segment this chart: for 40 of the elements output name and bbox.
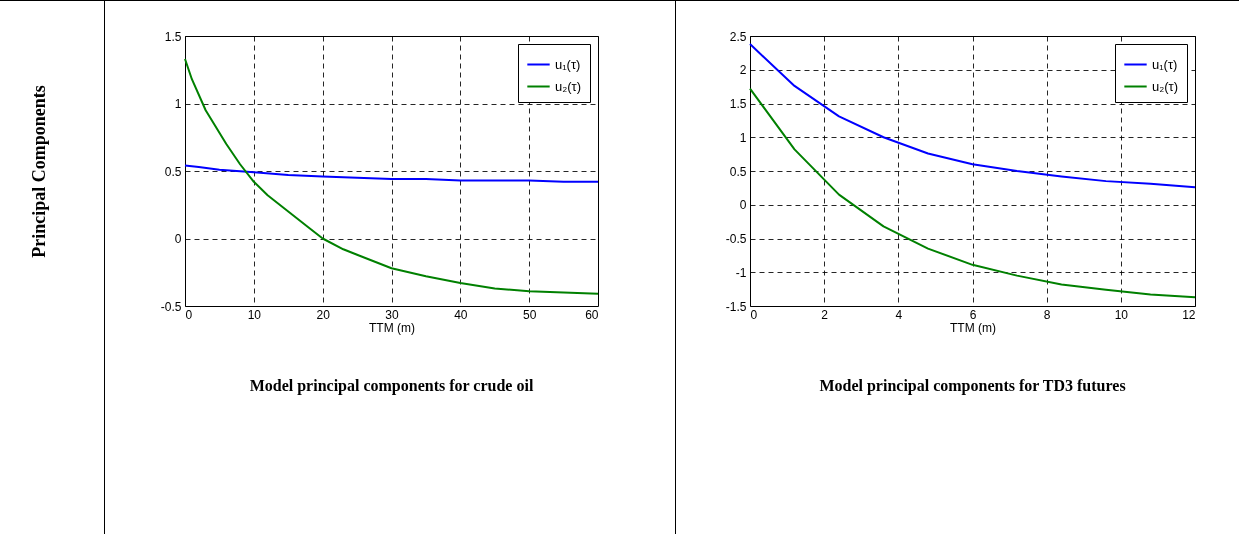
y-tick-label: 0 bbox=[739, 198, 747, 213]
y-tick-label: 1.5 bbox=[729, 97, 747, 111]
x-tick-label: 20 bbox=[316, 307, 331, 322]
y-tick-label: -0.5 bbox=[160, 299, 182, 314]
y-tick-label: 2.5 bbox=[729, 29, 747, 44]
x-tick-label: 60 bbox=[585, 307, 599, 322]
text: Model principal components for TD3 futures bbox=[819, 377, 1126, 395]
x-tick-label: 50 bbox=[522, 307, 537, 322]
x-tick-label: 6 bbox=[969, 307, 977, 322]
x-tick-label: 0 bbox=[750, 307, 758, 322]
y-axis-title: Principal Components bbox=[28, 85, 49, 258]
text: Model principal components for crude oil bbox=[249, 377, 534, 395]
x-tick-label: 30 bbox=[385, 307, 399, 322]
y-tick-label: -0.5 bbox=[725, 232, 747, 246]
x-tick-label: 4 bbox=[895, 307, 903, 322]
x-tick-label: 10 bbox=[247, 307, 262, 322]
y-tick-label: -1 bbox=[735, 265, 747, 280]
legend-label: u₁(τ) bbox=[1152, 56, 1178, 72]
x-tick-label: 8 bbox=[1043, 307, 1051, 322]
line-series bbox=[184, 164, 599, 183]
legend-label: u₂(τ) bbox=[1152, 78, 1179, 94]
x-tick-label: 0 bbox=[185, 307, 193, 322]
line-series bbox=[184, 57, 599, 295]
x-tick-label: 12 bbox=[1182, 307, 1196, 322]
legend-label: u₂(τ) bbox=[555, 78, 582, 94]
y-tick-label: 0 bbox=[174, 232, 182, 246]
y-tick-label: 1 bbox=[739, 130, 747, 145]
y-tick-label: 1.5 bbox=[164, 29, 182, 44]
line-series bbox=[749, 43, 1196, 189]
y-tick-label: 1 bbox=[174, 97, 182, 111]
x-tick-label: 40 bbox=[454, 307, 468, 322]
x-axis-title: TTM (m) bbox=[369, 320, 415, 335]
y-tick-label: -1.5 bbox=[725, 299, 747, 314]
y-tick-label: 0.5 bbox=[164, 164, 182, 179]
legend-label: u₁(τ) bbox=[555, 56, 581, 72]
x-tick-label: 10 bbox=[1114, 307, 1129, 322]
y-tick-label: 2 bbox=[739, 63, 747, 78]
y-tick-label: 0.5 bbox=[729, 164, 747, 179]
x-axis-title: TTM (m) bbox=[950, 320, 996, 335]
x-tick-label: 2 bbox=[821, 307, 829, 322]
